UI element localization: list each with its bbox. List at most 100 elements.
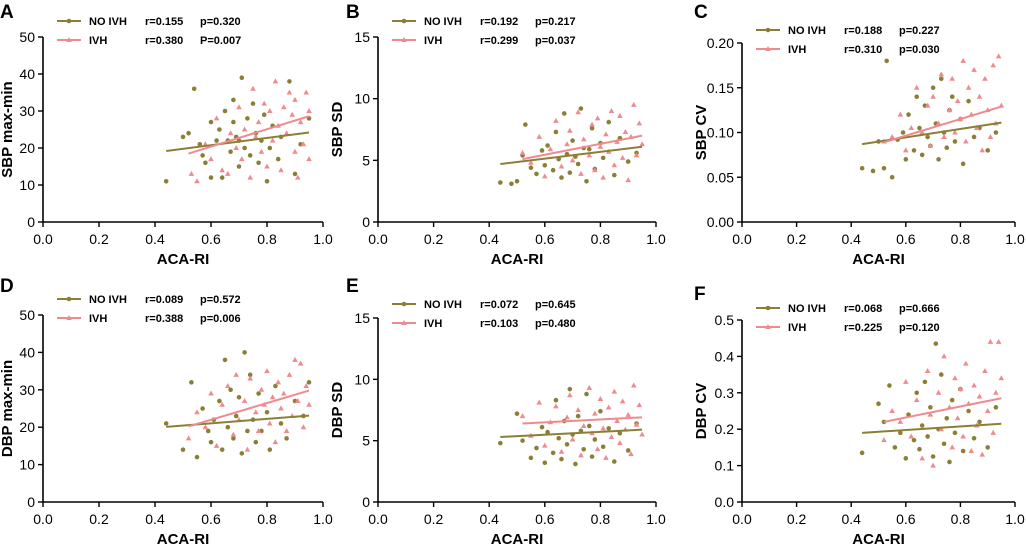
ivh-point [567, 392, 573, 398]
no-ivh-point [567, 386, 573, 392]
ivh-point [897, 418, 904, 424]
ivh-point [973, 125, 980, 131]
ivh-point [547, 146, 554, 152]
y-tick-label: 0.20 [707, 35, 734, 51]
y-tick-label: 50 [19, 307, 35, 323]
no-ivh-point [264, 409, 270, 415]
ivh-point [908, 125, 915, 131]
no-ivh-point [876, 401, 881, 407]
y-tick-label: 40 [19, 344, 35, 360]
no-ivh-point [589, 125, 595, 131]
no-ivh-point [219, 175, 225, 180]
no-ivh-point [528, 165, 534, 171]
ivh-point [639, 431, 645, 437]
ivh-point [188, 170, 195, 176]
y-axis-title: SBP SD [329, 102, 346, 158]
ivh-point [592, 410, 598, 416]
ivh-point [272, 78, 279, 84]
legend-marker [401, 301, 407, 307]
no-ivh-point [938, 76, 944, 82]
legend-p-value: p=0.320 [200, 16, 241, 28]
no-ivh-point [600, 155, 606, 161]
ivh-point [258, 148, 265, 154]
ivh-point [597, 143, 604, 149]
no-ivh-point [906, 112, 911, 117]
y-tick-label: 50 [19, 29, 35, 45]
x-tick-label: 0.8 [257, 511, 277, 527]
no-ivh-point [581, 446, 587, 452]
ivh-point [919, 455, 925, 461]
x-tick-label: 0.4 [841, 511, 861, 527]
ivh-fit-line [522, 134, 643, 161]
ivh-point [185, 435, 192, 441]
no-ivh-point [247, 153, 253, 158]
ivh-point [987, 133, 994, 139]
no-ivh-point [570, 138, 575, 143]
legend-marker [66, 18, 72, 24]
y-tick-label: 30 [19, 382, 35, 398]
no-ivh-point [534, 171, 539, 177]
no-ivh-point [985, 148, 990, 153]
legend-marker [765, 27, 771, 33]
legend-r-value: r=0.103 [480, 318, 518, 330]
ivh-point [636, 402, 643, 408]
ivh-point [241, 398, 248, 404]
x-tick-label: 0.4 [841, 231, 861, 247]
legend-series-name: NO IVH [424, 16, 462, 28]
no-ivh-point [612, 459, 617, 464]
ivh-point [300, 141, 307, 147]
ivh-point [993, 389, 999, 395]
no-ivh-point [586, 146, 592, 152]
no-ivh-point [952, 139, 958, 144]
no-ivh-point [542, 162, 548, 168]
legend: NO IVH r=0.188 p=0.227 IVH r=0.310 p=0.030 [756, 25, 940, 56]
ivh-point [286, 371, 293, 377]
x-tick-label: 0.4 [145, 511, 165, 527]
ivh-point [930, 93, 936, 99]
x-tick-label: 1.0 [313, 231, 333, 247]
no-ivh-point [550, 167, 556, 173]
ivh-point [536, 133, 543, 139]
no-ivh-point [881, 166, 887, 171]
ivh-point [903, 378, 909, 384]
ivh-point [244, 446, 251, 452]
no-ivh-point [941, 441, 947, 447]
no-ivh-point [936, 157, 941, 162]
ivh-point [227, 130, 234, 136]
no-ivh-point [545, 429, 550, 435]
ivh-point [919, 129, 925, 135]
x-tick-label: 0.2 [424, 231, 444, 247]
no-ivh-fit-line [861, 121, 1002, 146]
legend-r-value: r=0.380 [145, 35, 183, 47]
no-ivh-point [186, 130, 191, 136]
no-ivh-point [933, 341, 939, 346]
y-tick-label: 0 [362, 494, 370, 510]
ivh-point [608, 108, 615, 113]
legend-series-name: IVH [788, 322, 806, 334]
legend-marker [66, 296, 72, 302]
ivh-point [219, 401, 225, 407]
no-ivh-point [944, 145, 950, 151]
no-ivh-point [528, 455, 534, 461]
ivh-point [567, 127, 573, 133]
no-ivh-point [267, 145, 273, 151]
no-ivh-point [960, 448, 966, 454]
y-tick-label: 0.00 [707, 214, 734, 230]
ivh-point [300, 424, 307, 430]
no-ivh-point [930, 454, 936, 459]
ivh-point [952, 129, 958, 135]
panel-e: E 0 5 10 15 0.0 0.2 0.4 0.6 0.8 1.0 ACA-RI DBP SD NO … [329, 276, 666, 548]
ivh-point [976, 93, 983, 99]
no-ivh-point [253, 439, 259, 445]
x-tick-label: 0.0 [732, 231, 752, 247]
ivh-point [519, 413, 526, 419]
no-ivh-point [938, 372, 944, 377]
ivh-point [253, 133, 259, 139]
ivh-point [913, 397, 920, 403]
no-ivh-point [903, 456, 909, 461]
legend-marker [765, 305, 771, 311]
x-tick-label: 0.2 [787, 511, 807, 527]
legend-series-name: NO IVH [788, 25, 826, 37]
ivh-point [930, 462, 936, 468]
no-ivh-point [903, 157, 909, 162]
